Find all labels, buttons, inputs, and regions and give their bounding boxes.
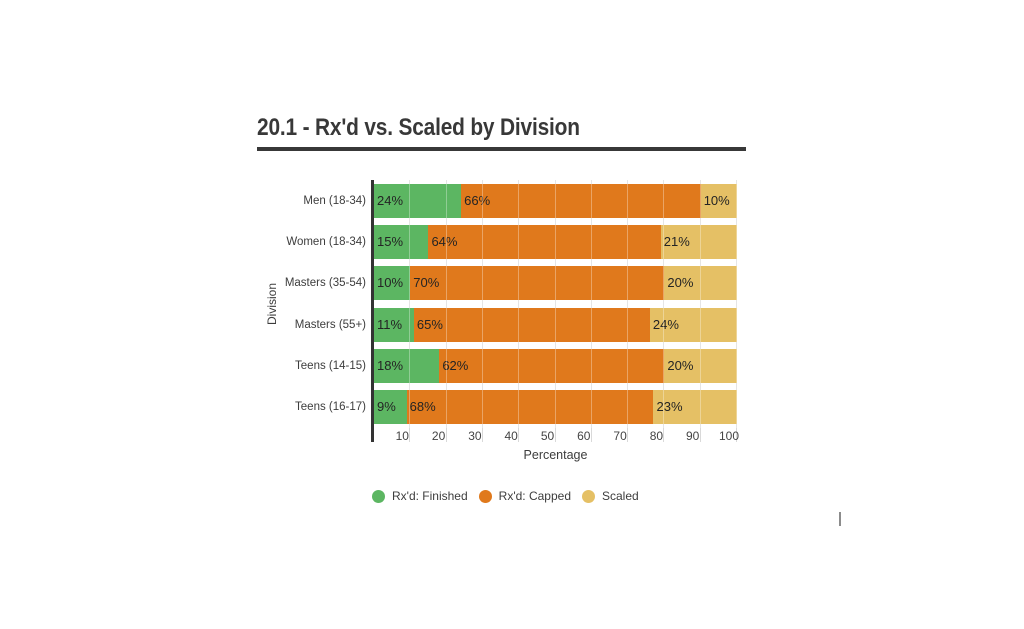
stacked-bar: 15% 64% 21% (374, 225, 737, 260)
bar-row: 11% 65% 24% (374, 304, 737, 345)
bar-segment: 18% (374, 349, 440, 384)
legend-item: Rx'd: Finished (372, 489, 468, 503)
y-axis-title: Division (265, 282, 279, 326)
bar-segment: 21% (660, 225, 737, 260)
bar-value-label: 23% (656, 399, 683, 415)
x-tick-label: 30 (468, 429, 482, 443)
x-tick-label: 20 (431, 429, 446, 443)
stacked-bar: 18% 62% 20% (374, 349, 737, 384)
stacked-bar: 9% 68% 23% (374, 390, 737, 425)
bars-layer: 24% 66% 10% 15% 64% 21% 10% 70% 20% 11% 65% 24% 18% 6… (374, 180, 737, 428)
x-tick-label: 80 (649, 429, 664, 443)
x-axis-title: Percentage (523, 448, 588, 462)
y-category-label: Men (18-34) (303, 194, 366, 207)
bar-row: 10% 70% 20% (374, 263, 737, 304)
bar-segment: 24% (374, 183, 462, 218)
bar-segment: 15% (374, 225, 429, 260)
bar-row: 18% 62% 20% (374, 345, 737, 386)
bar-segment: 24% (649, 307, 737, 342)
x-tick-label: 10 (395, 429, 409, 443)
y-axis-category-labels: Men (18-34) Women (18-34) Masters (35-54) M… (240, 180, 366, 428)
y-category-label: Masters (35-54) (284, 277, 366, 290)
bar-value-label: 64% (431, 234, 458, 250)
y-category-row: Men (18-34) (240, 180, 366, 221)
bar-value-label: 62% (442, 358, 469, 374)
x-tick-label: 70 (613, 429, 627, 443)
bar-value-label: 18% (377, 358, 404, 374)
y-axis-line (371, 180, 374, 442)
bar-segment: 70% (410, 266, 665, 301)
bar-segment: 65% (413, 307, 650, 342)
bar-segment: 10% (700, 183, 737, 218)
title-underline (257, 147, 746, 151)
bar-value-label: 20% (667, 358, 694, 374)
bar-row: 15% 64% 21% (374, 221, 737, 262)
bar-value-label: 24% (377, 192, 404, 208)
bar-value-label: 70% (413, 275, 440, 291)
y-category-row: Masters (35-54) (240, 263, 366, 304)
bar-segment: 23% (653, 390, 737, 425)
bar-value-label: 15% (377, 234, 404, 250)
y-category-row: Teens (14-15) (240, 345, 366, 386)
x-tick-label: 100 (718, 429, 740, 443)
bar-segment: 64% (428, 225, 661, 260)
legend-swatch-icon (478, 489, 492, 503)
bar-value-label: 66% (464, 192, 491, 208)
x-tick-label: 40 (504, 429, 518, 443)
bar-segment: 11% (374, 307, 414, 342)
legend-label: Rx'd: Capped (498, 489, 571, 503)
y-category-label: Masters (55+) (294, 318, 366, 331)
bar-value-label: 24% (652, 316, 679, 332)
bar-value-label: 21% (663, 234, 690, 250)
legend-item: Scaled (582, 489, 639, 503)
bar-value-label: 11% (377, 316, 403, 332)
x-tick-label: 60 (577, 429, 591, 443)
y-category-label: Teens (14-15) (295, 359, 366, 372)
legend-swatch-icon (372, 489, 385, 503)
text-cursor-artifact (839, 512, 841, 526)
bar-segment: 20% (664, 349, 737, 384)
bar-segment: 20% (664, 266, 737, 301)
y-category-label: Women (18-34) (286, 235, 366, 248)
legend-label: Rx'd: Finished (392, 489, 468, 503)
bar-segment: 66% (461, 183, 701, 218)
bar-value-label: 65% (416, 316, 443, 332)
bar-segment: 10% (374, 266, 411, 301)
chart-title: 20.1 - Rx'd vs. Scaled by Division (257, 114, 580, 141)
stacked-bar: 10% 70% 20% (374, 266, 737, 301)
y-category-row: Teens (16-17) (240, 387, 366, 428)
legend-item: Rx'd: Capped (478, 489, 571, 503)
x-axis-tick-labels: 10 20 30 40 50 60 70 80 90 100 (374, 429, 740, 444)
bar-value-label: 68% (409, 399, 436, 415)
legend-swatch-icon (582, 489, 595, 503)
stacked-bar: 11% 65% 24% (374, 307, 737, 342)
x-tick-label: 90 (686, 429, 700, 443)
bar-value-label: 20% (667, 275, 694, 291)
bar-row: 9% 68% 23% (374, 387, 737, 428)
bar-segment: 9% (374, 390, 407, 425)
bar-segment: 68% (406, 390, 654, 425)
x-tick-label: 50 (540, 429, 555, 443)
bar-value-label: 10% (377, 275, 404, 291)
y-category-row: Masters (55+) (240, 304, 366, 345)
bar-row: 24% 66% 10% (374, 180, 737, 221)
legend-label: Scaled (602, 489, 639, 503)
y-category-row: Women (18-34) (240, 221, 366, 262)
stacked-bar: 24% 66% 10% (374, 183, 737, 218)
y-category-label: Teens (16-17) (295, 401, 366, 414)
bar-segment: 62% (439, 349, 665, 384)
chart-legend: Rx'd: Finished Rx'd: Capped Scaled (372, 488, 639, 504)
bar-value-label: 10% (703, 192, 730, 208)
bar-value-label: 9% (377, 399, 396, 415)
